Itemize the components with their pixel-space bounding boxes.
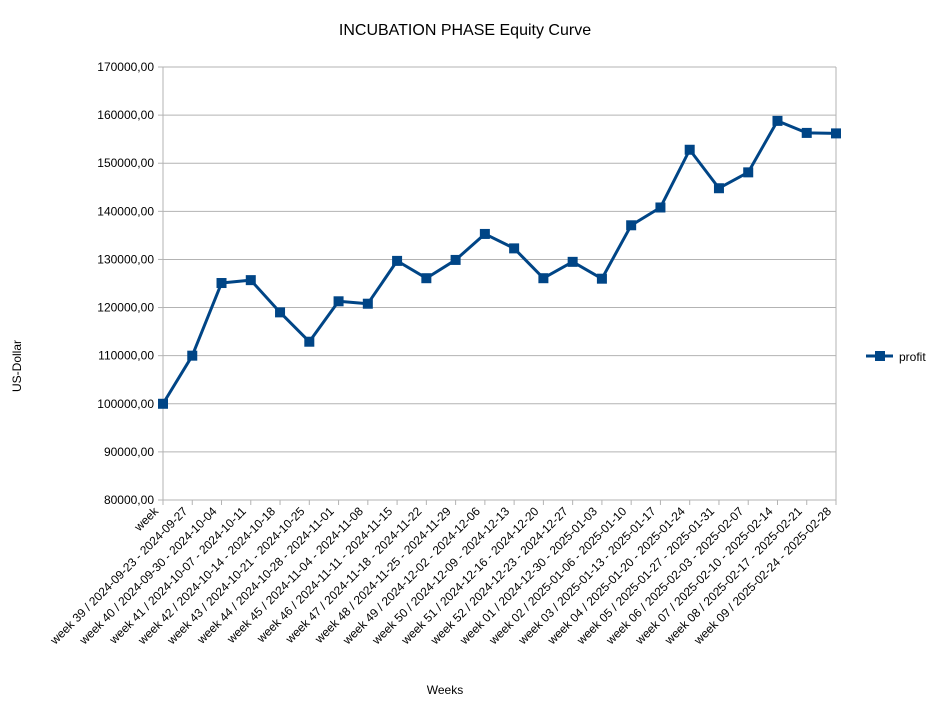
data-point-profit — [158, 398, 168, 409]
data-point-profit — [626, 220, 637, 231]
data-point-profit — [713, 183, 724, 194]
y-axis-title: US-Dollar — [10, 340, 24, 392]
y-tick-label: 170000,00 — [97, 60, 154, 74]
y-tick-label: 120000,00 — [97, 301, 154, 315]
chart-title: INCUBATION PHASE Equity Curve — [339, 22, 591, 39]
axes-layer — [158, 66, 837, 505]
series-layer — [158, 115, 841, 409]
y-tick-labels: 80000,00 90000,00 100000,00 110000,00 120000… — [97, 60, 154, 507]
y-tick-label: 90000,00 — [104, 445, 154, 459]
data-point-profit — [245, 275, 256, 286]
grid-layer — [163, 66, 836, 501]
data-point-profit — [450, 254, 461, 265]
y-tick-label: 160000,00 — [97, 108, 154, 122]
y-tick-label: 80000,00 — [104, 493, 154, 507]
data-point-profit — [333, 296, 344, 307]
legend-marker-profit — [875, 351, 885, 361]
data-point-profit — [596, 273, 607, 284]
y-tick-label: 100000,00 — [97, 397, 154, 411]
y-tick-label: 140000,00 — [97, 204, 154, 218]
data-point-profit — [479, 228, 490, 239]
data-point-profit — [831, 128, 841, 139]
data-point-profit — [187, 350, 198, 361]
data-point-profit — [509, 243, 520, 254]
data-point-profit — [392, 255, 403, 266]
data-point-profit — [567, 256, 578, 267]
data-point-profit — [275, 307, 286, 318]
y-tick-label: 130000,00 — [97, 252, 154, 266]
data-point-profit — [655, 202, 666, 213]
y-tick-label: 150000,00 — [97, 156, 154, 170]
legend: profit — [866, 350, 926, 364]
data-point-profit — [801, 127, 812, 138]
data-point-profit — [743, 167, 754, 178]
data-point-profit — [304, 336, 315, 347]
data-point-profit — [772, 115, 783, 126]
data-point-profit — [362, 298, 373, 309]
data-point-profit — [216, 278, 227, 289]
data-point-profit — [684, 144, 695, 155]
legend-label-profit: profit — [899, 350, 926, 364]
x-axis-title: Weeks — [427, 683, 463, 697]
data-point-profit — [421, 273, 432, 284]
data-point-profit — [538, 273, 549, 284]
y-tick-label: 110000,00 — [98, 349, 154, 363]
